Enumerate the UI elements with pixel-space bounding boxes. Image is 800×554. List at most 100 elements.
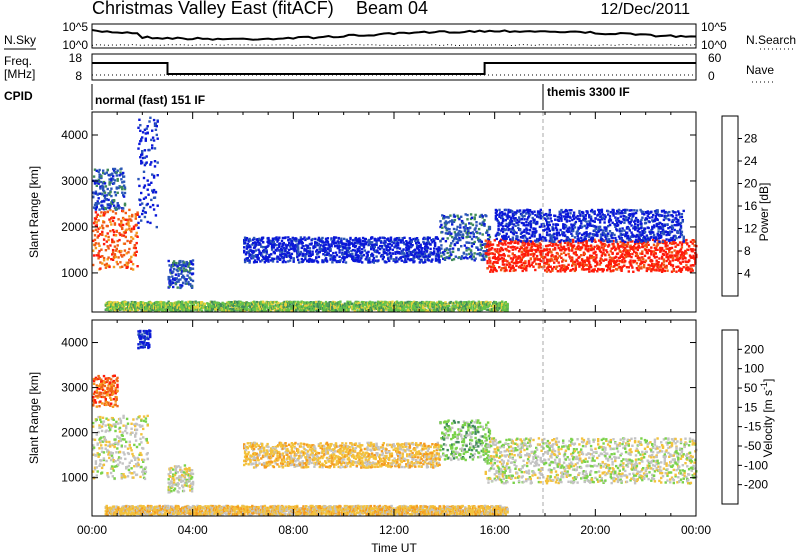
data-cell <box>451 250 455 253</box>
data-cell <box>338 251 341 254</box>
data-cell <box>118 206 121 209</box>
data-cell <box>627 217 631 220</box>
data-cell <box>664 210 667 214</box>
data-cell <box>157 301 160 304</box>
data-cell <box>594 217 597 220</box>
data-cell <box>628 253 631 256</box>
data-cell <box>563 241 567 244</box>
data-cell <box>435 259 439 262</box>
data-cell <box>634 219 637 222</box>
data-cell <box>136 265 139 268</box>
data-cell <box>145 127 148 130</box>
data-cell <box>691 242 694 245</box>
data-cell <box>625 216 628 219</box>
data-cell <box>536 215 539 218</box>
data-cell <box>250 257 253 260</box>
data-cell <box>502 263 505 266</box>
data-cell <box>581 261 585 265</box>
data-cell <box>674 245 677 248</box>
data-cell <box>492 264 496 268</box>
data-cell <box>510 260 514 263</box>
data-cell <box>127 309 130 312</box>
data-cell <box>652 254 656 258</box>
data-cell <box>388 242 392 245</box>
data-cell <box>509 230 513 234</box>
data-cell <box>681 260 684 263</box>
data-cell <box>111 258 115 261</box>
data-cell <box>569 240 572 243</box>
data-cell <box>475 224 478 227</box>
data-cell <box>638 267 641 270</box>
data-cell <box>668 239 671 243</box>
data-cell <box>602 268 605 272</box>
data-cell <box>506 249 509 252</box>
data-cell <box>545 233 549 237</box>
data-cell <box>633 250 636 253</box>
data-cell <box>135 302 138 306</box>
data-cell <box>106 258 109 261</box>
data-cell <box>96 230 99 233</box>
data-cell <box>142 197 146 200</box>
data-cell <box>375 241 378 245</box>
data-cell <box>365 241 368 244</box>
data-cell <box>652 250 656 253</box>
data-cell <box>366 253 369 256</box>
data-cell <box>607 262 611 265</box>
data-cell <box>324 249 328 253</box>
data-cell <box>631 252 634 256</box>
data-cell <box>261 241 265 244</box>
data-cell <box>424 255 428 258</box>
data-cell <box>121 234 124 237</box>
data-cell <box>607 238 611 241</box>
data-cell <box>661 269 665 272</box>
data-cell <box>441 230 444 234</box>
data-cell <box>171 275 174 278</box>
data-cell <box>548 244 551 247</box>
data-cell <box>672 268 675 271</box>
data-cell <box>365 256 368 259</box>
data-cell <box>308 259 312 262</box>
data-cell <box>482 253 485 256</box>
data-cell <box>502 257 505 260</box>
data-cell <box>554 243 558 246</box>
data-cell <box>618 265 621 269</box>
data-cell <box>578 232 581 235</box>
data-cell <box>641 212 644 215</box>
data-cell <box>679 225 683 228</box>
data-cell <box>143 215 147 219</box>
data-cell <box>110 194 113 198</box>
data-cell <box>261 255 265 259</box>
data-cell <box>280 251 284 254</box>
data-cell <box>576 229 579 233</box>
data-cell <box>92 221 96 225</box>
data-cell <box>506 260 509 263</box>
data-cell <box>678 267 682 270</box>
data-cell <box>641 233 644 237</box>
data-cell <box>168 264 171 267</box>
data-cell <box>651 259 654 263</box>
data-cell <box>441 226 444 229</box>
data-cell <box>636 219 640 222</box>
data-cell <box>632 248 635 251</box>
data-cell <box>607 220 611 224</box>
data-cell <box>94 217 98 221</box>
data-cell <box>553 248 557 251</box>
data-cell <box>445 229 448 232</box>
data-cell <box>665 241 668 244</box>
data-cell <box>596 261 599 265</box>
data-cell <box>606 251 609 254</box>
data-cell <box>609 270 612 273</box>
data-cell <box>598 221 602 224</box>
data-cell <box>616 252 620 255</box>
data-cell <box>621 258 624 262</box>
data-cell <box>562 234 565 237</box>
data-cell <box>597 246 601 249</box>
data-cell <box>447 216 450 219</box>
data-cell <box>621 239 624 242</box>
data-cell <box>425 250 429 253</box>
data-cell <box>548 239 551 243</box>
data-cell <box>377 259 380 262</box>
data-cell <box>513 254 516 257</box>
data-cell <box>649 267 652 271</box>
data-cell <box>191 259 195 262</box>
